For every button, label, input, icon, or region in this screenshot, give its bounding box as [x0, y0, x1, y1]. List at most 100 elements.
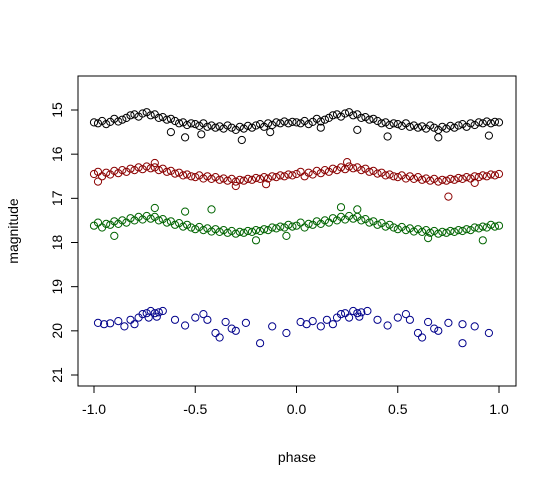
data-point [353, 125, 362, 134]
data-point [166, 114, 175, 123]
data-point [284, 220, 293, 229]
data-point [126, 111, 135, 120]
data-point [266, 128, 275, 137]
data-point [296, 119, 305, 128]
data-point [296, 218, 305, 227]
data-point [349, 111, 358, 120]
data-point [146, 111, 155, 120]
data-point [418, 122, 427, 131]
data-point [357, 113, 366, 123]
data-point [466, 119, 475, 128]
data-point [482, 117, 491, 126]
data-point [197, 130, 206, 139]
data-point [282, 231, 291, 240]
x-axis-label: phase [278, 449, 316, 465]
data-point [280, 223, 289, 232]
data-point [110, 231, 119, 240]
data-point [369, 166, 378, 175]
data-point [110, 114, 119, 123]
data-point [322, 315, 331, 324]
data-point [373, 116, 382, 126]
data-point [215, 227, 224, 236]
data-point [191, 120, 200, 129]
x-tick-label: -1.0 [82, 401, 106, 417]
data-point [474, 173, 483, 182]
data-point [444, 318, 453, 327]
data-point [142, 162, 151, 171]
data-point [345, 211, 354, 221]
data-point [138, 109, 147, 118]
data-point [458, 320, 467, 329]
data-point [152, 312, 161, 321]
data-point [494, 169, 504, 179]
data-point [154, 166, 163, 175]
data-point [150, 203, 159, 213]
data-point [349, 164, 358, 173]
data-point [187, 119, 196, 128]
data-point [450, 227, 459, 236]
data-point [251, 236, 261, 245]
data-point [154, 308, 163, 317]
data-point [162, 218, 171, 227]
x-tick-label: 0.5 [388, 401, 408, 417]
data-point [486, 119, 495, 128]
data-point [93, 318, 103, 327]
data-point [490, 117, 499, 127]
data-point [203, 315, 212, 324]
data-point [276, 222, 285, 231]
data-point [118, 216, 127, 225]
data-point [434, 326, 443, 335]
data-point [251, 173, 261, 183]
data-point [462, 173, 471, 182]
data-point [478, 119, 487, 128]
y-tick-label: 21 [49, 367, 65, 383]
data-point [422, 174, 431, 183]
data-point [320, 166, 329, 175]
data-point [430, 324, 439, 333]
data-point [336, 212, 346, 221]
data-point [369, 114, 378, 123]
data-point [150, 158, 159, 168]
data-point [304, 168, 313, 177]
data-point [181, 207, 190, 216]
data-point [122, 113, 131, 123]
data-point [462, 225, 471, 234]
data-point [413, 123, 423, 132]
data-point [470, 172, 479, 181]
data-point [223, 176, 232, 185]
data-point [256, 226, 265, 236]
data-point [138, 310, 147, 319]
data-point [211, 123, 220, 132]
data-point [181, 133, 190, 142]
data-point [424, 234, 433, 243]
data-point [207, 121, 216, 130]
data-point [312, 217, 321, 226]
data-point [345, 313, 354, 322]
data-point [470, 223, 479, 232]
data-point [170, 220, 180, 229]
data-point [231, 229, 240, 238]
y-axis-label: magnitude [5, 198, 21, 264]
data-point [187, 172, 196, 181]
data-point [336, 310, 346, 319]
data-point [179, 222, 188, 231]
data-point [361, 113, 370, 122]
data-point [381, 118, 390, 127]
y-axis: 15 16 17 18 19 20 21 [49, 102, 79, 383]
data-point [324, 113, 333, 123]
data-point [446, 226, 455, 236]
data-point [102, 168, 111, 177]
data-point [383, 132, 392, 141]
y-tick-label: 16 [49, 146, 65, 162]
data-point [235, 227, 244, 236]
series-1 [89, 108, 504, 145]
data-point [357, 216, 366, 225]
data-point [154, 216, 163, 225]
data-point [199, 174, 208, 183]
data-point [89, 118, 99, 127]
data-point [458, 339, 467, 348]
data-point [490, 171, 499, 180]
data-point [268, 172, 277, 181]
series-3 [89, 203, 504, 245]
data-point [470, 120, 479, 130]
